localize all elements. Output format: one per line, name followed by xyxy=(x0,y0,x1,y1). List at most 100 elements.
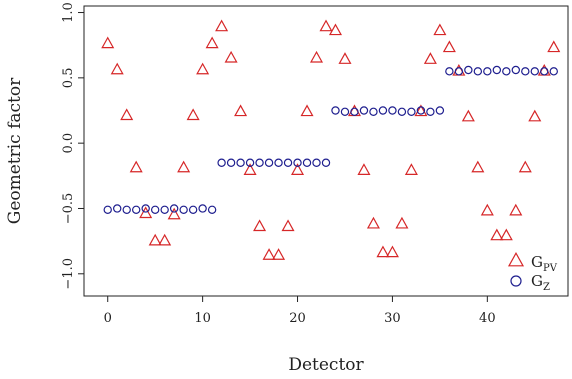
gz-point xyxy=(217,158,226,167)
gpv-point xyxy=(215,19,229,32)
gpv-point xyxy=(300,104,314,117)
gz-point xyxy=(445,67,454,76)
gz-point xyxy=(331,106,340,115)
legend-label-sub: Z xyxy=(543,282,550,293)
gpv-point xyxy=(509,203,523,216)
gz-point xyxy=(464,65,473,75)
gz-point xyxy=(226,158,236,167)
gz-point xyxy=(321,158,331,167)
gpv-point xyxy=(262,248,276,260)
y-tick-label: −0.5 xyxy=(61,193,76,225)
gz-point xyxy=(312,158,321,167)
x-tick-label: 0 xyxy=(104,311,112,326)
gz-point xyxy=(483,67,492,76)
gpv-point xyxy=(167,207,181,220)
y-tick-label: 1.0 xyxy=(61,2,76,23)
gz-point xyxy=(511,65,521,75)
gpv-point xyxy=(385,245,399,258)
legend-label: GPV xyxy=(531,253,558,274)
gpv-point xyxy=(224,50,238,63)
plot-frame xyxy=(83,5,569,297)
x-tick-label: 30 xyxy=(384,311,401,326)
gz-point xyxy=(283,158,293,167)
gz-point xyxy=(340,107,350,117)
series-g-z xyxy=(103,65,558,214)
gpv-point xyxy=(129,160,143,173)
x-axis-title: Detector xyxy=(288,355,364,375)
gz-point xyxy=(378,106,388,115)
gpv-point xyxy=(442,40,456,53)
gpv-point xyxy=(291,163,305,175)
legend-label-main: G xyxy=(531,272,543,290)
gz-point xyxy=(416,106,426,115)
gpv-point xyxy=(490,228,504,241)
gz-point xyxy=(207,205,217,214)
legend-circle-icon xyxy=(510,275,522,287)
gpv-point xyxy=(357,163,371,175)
gpv-point xyxy=(328,23,343,36)
x-axis: 0 10 20 30 40 xyxy=(104,296,496,326)
gz-point xyxy=(521,67,530,76)
gz-point xyxy=(236,158,245,167)
gz-point xyxy=(426,107,435,117)
gpv-point xyxy=(110,62,124,75)
gpv-point xyxy=(281,219,295,232)
gz-point xyxy=(350,107,359,117)
gpv-point xyxy=(139,206,153,219)
gpv-point xyxy=(101,36,115,49)
gz-point xyxy=(473,67,483,76)
legend-triangle-icon xyxy=(507,251,525,267)
gz-point xyxy=(131,205,141,214)
gpv-point xyxy=(186,108,200,121)
gz-point xyxy=(359,106,369,115)
gpv-point xyxy=(528,109,542,122)
gpv-point xyxy=(499,228,513,241)
gz-point xyxy=(198,204,207,213)
series-g-pv xyxy=(101,19,561,260)
gz-point xyxy=(245,158,255,167)
gz-point xyxy=(113,204,122,213)
gpv-point xyxy=(177,160,191,173)
gz-point xyxy=(454,67,464,76)
gz-point xyxy=(141,204,150,213)
legend-label-main: G xyxy=(531,253,543,271)
gz-point xyxy=(169,204,179,213)
gpv-point xyxy=(480,203,494,216)
legend-label-sub: PV xyxy=(543,263,558,274)
legend-label: GZ xyxy=(531,272,550,293)
gpv-point xyxy=(404,163,418,175)
gz-point xyxy=(160,205,169,214)
gz-point xyxy=(103,205,112,214)
gpv-point xyxy=(395,216,409,229)
gz-point xyxy=(540,67,549,76)
gpv-point xyxy=(148,233,162,246)
gpv-point xyxy=(234,104,248,117)
gz-point xyxy=(388,106,397,115)
gz-point xyxy=(407,107,416,117)
gpv-point xyxy=(205,36,219,49)
gpv-point xyxy=(414,104,428,117)
gz-point xyxy=(435,106,445,115)
gpv-point xyxy=(253,219,267,232)
gz-point xyxy=(188,205,198,214)
y-tick-label: −1.0 xyxy=(61,258,76,290)
gz-point xyxy=(530,67,539,76)
gz-point xyxy=(255,158,264,167)
gpv-point xyxy=(158,233,172,246)
series-layer xyxy=(101,19,561,260)
gpv-point xyxy=(547,40,561,53)
gpv-point xyxy=(196,62,210,75)
y-tick-label: 0.0 xyxy=(61,133,76,154)
x-tick-label: 20 xyxy=(289,311,306,326)
gz-point xyxy=(502,67,511,76)
x-tick-label: 10 xyxy=(194,311,211,326)
gz-point xyxy=(369,107,378,117)
gpv-point xyxy=(433,23,447,36)
gpv-point xyxy=(461,109,475,122)
y-axis: −1.0 −0.5 0.0 0.5 1.0 xyxy=(61,2,84,290)
gz-point xyxy=(274,158,283,167)
gpv-point xyxy=(319,19,333,32)
gz-point xyxy=(179,205,188,214)
gz-point xyxy=(302,158,312,167)
